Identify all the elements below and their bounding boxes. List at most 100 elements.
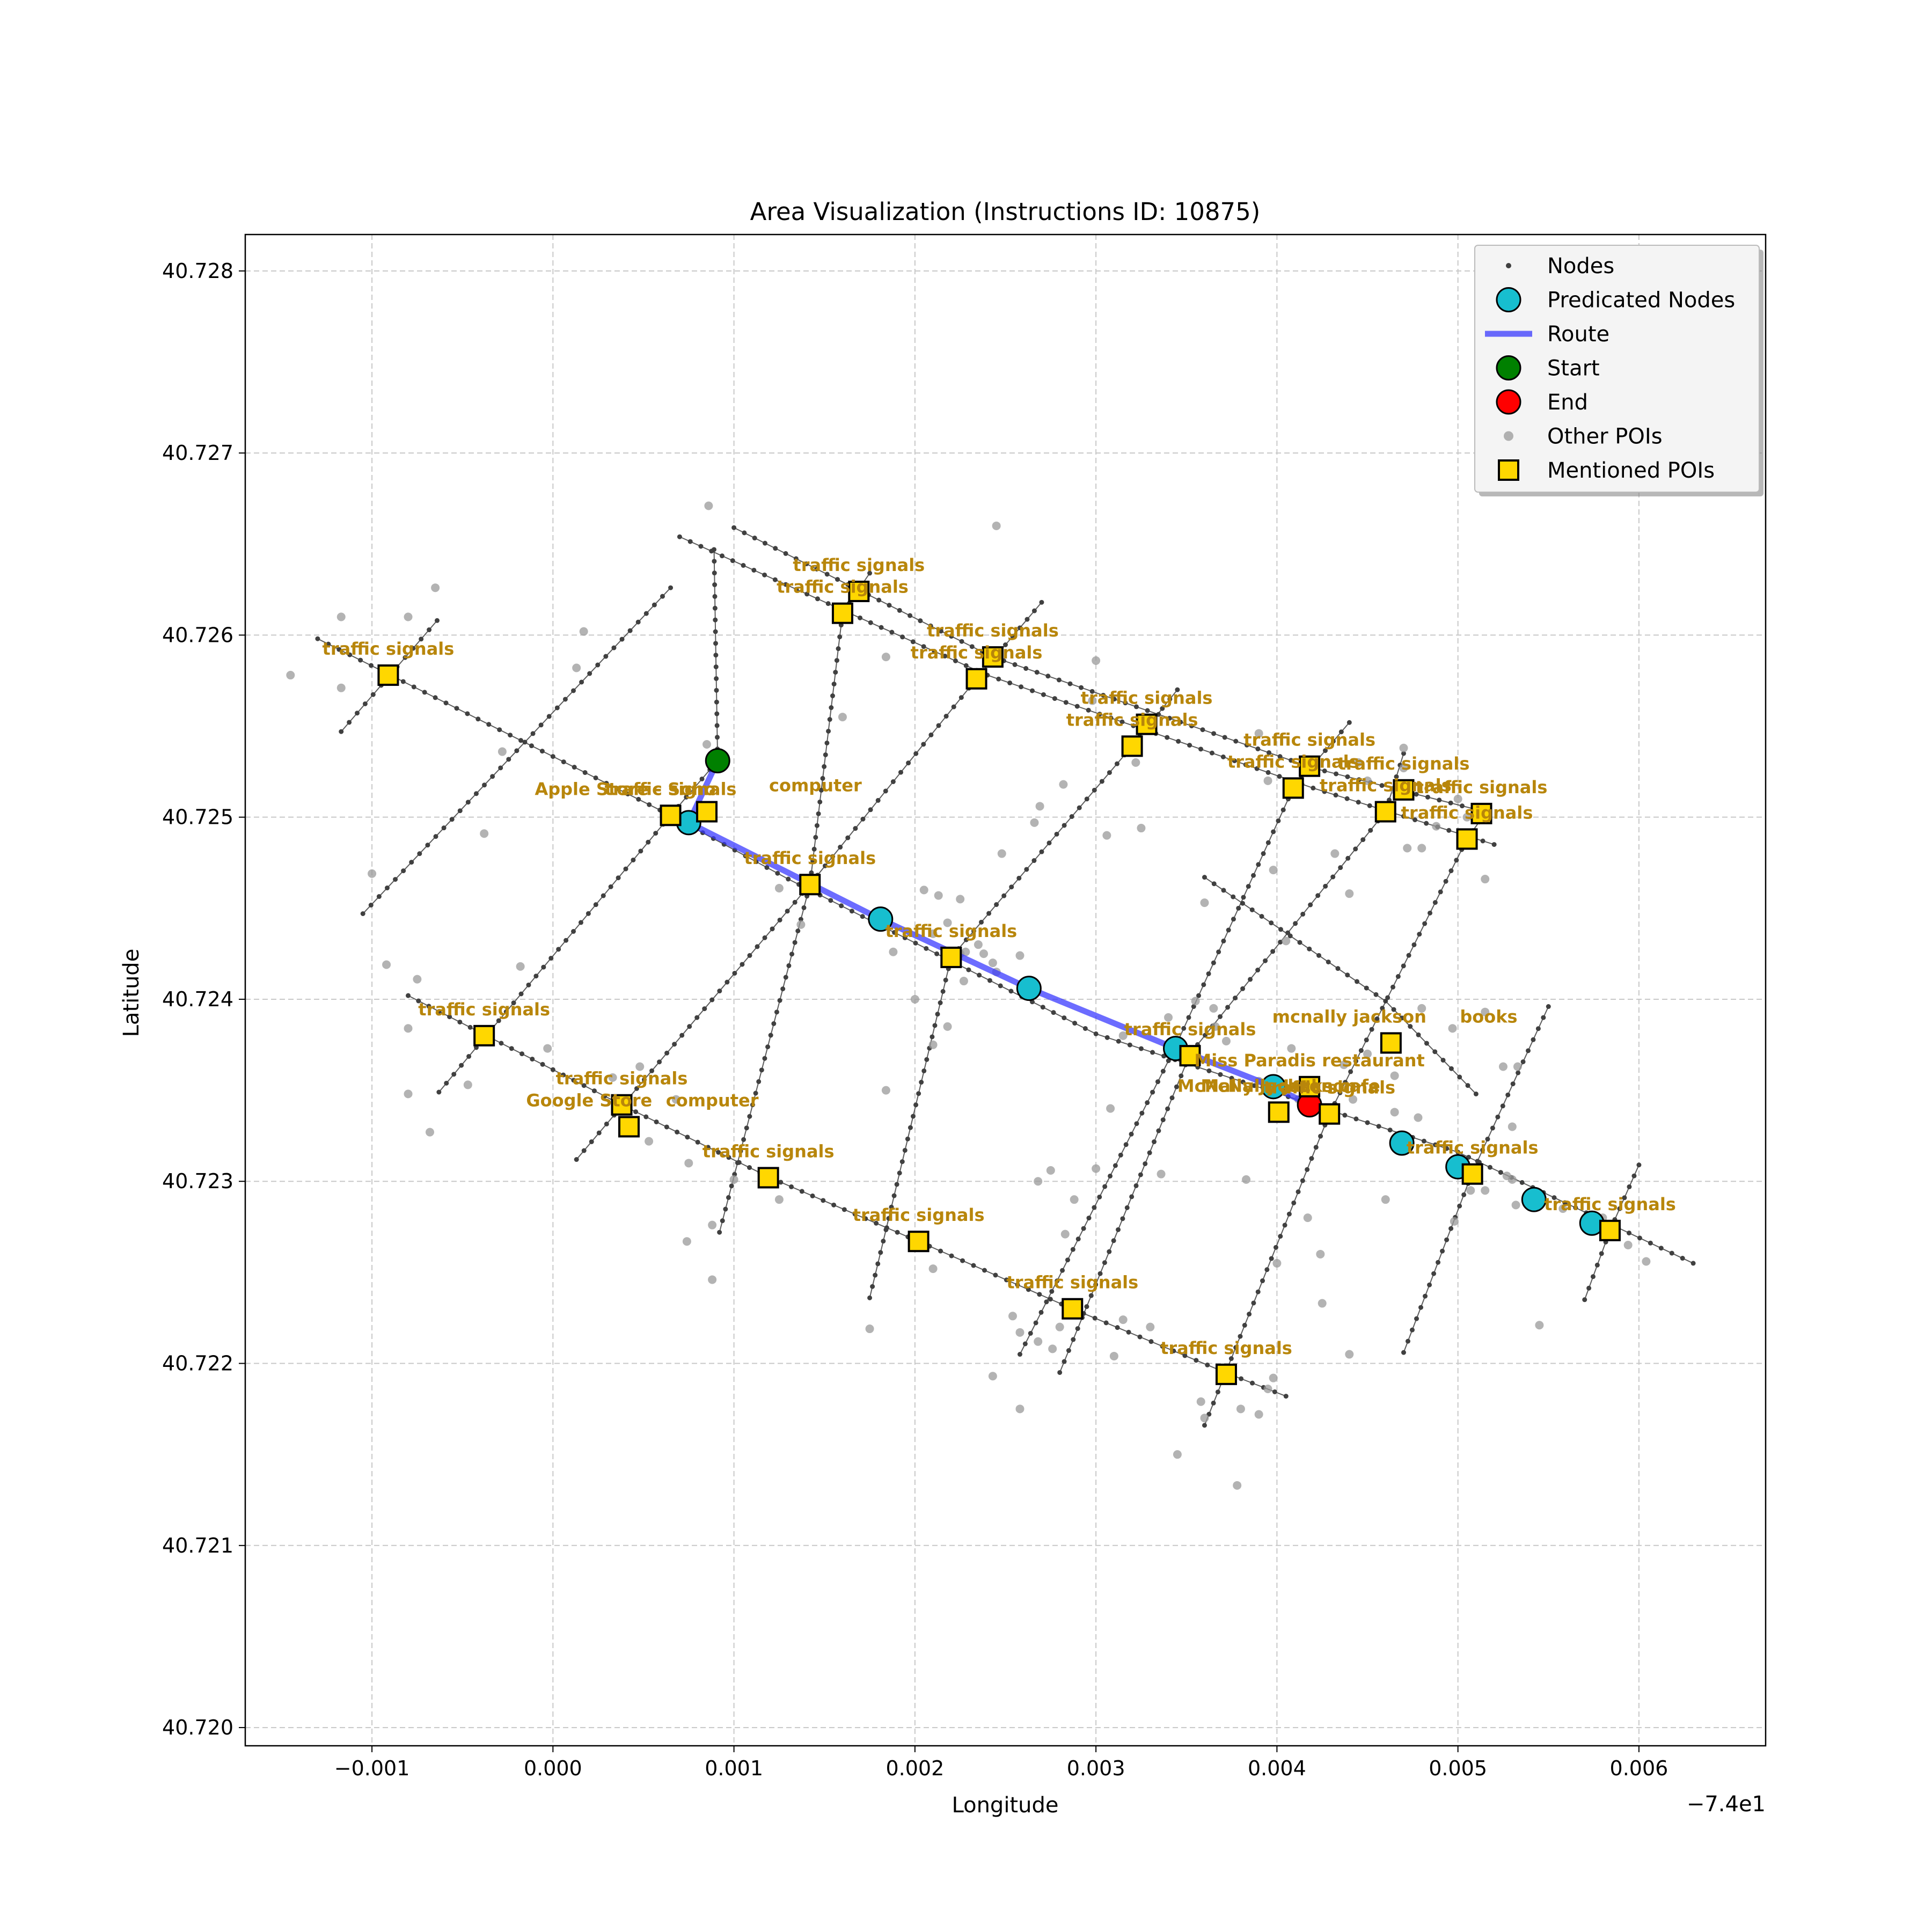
node <box>1414 1316 1419 1321</box>
node <box>647 802 652 807</box>
node <box>1259 914 1264 919</box>
node <box>960 1258 965 1263</box>
node <box>777 998 782 1003</box>
node <box>747 1165 752 1170</box>
node <box>508 733 513 738</box>
node <box>1443 879 1448 884</box>
poi-annotation: traffic signals <box>911 642 1043 663</box>
node <box>729 1183 734 1189</box>
node <box>1330 738 1336 744</box>
node <box>443 700 449 706</box>
x-tick-label: 0.004 <box>1248 1757 1306 1780</box>
node <box>1171 1348 1176 1353</box>
node <box>883 1227 889 1232</box>
node <box>1582 1297 1587 1302</box>
node <box>467 1024 473 1030</box>
node <box>919 1080 924 1085</box>
node <box>1034 670 1040 675</box>
node <box>1265 840 1271 845</box>
node <box>1437 797 1442 803</box>
node <box>1342 1113 1348 1118</box>
node <box>712 547 717 552</box>
other-poi <box>1417 844 1426 853</box>
y-axis: 40.720 40.721 40.722 40.723 40.724 40.725 40.7… <box>162 259 245 1739</box>
node <box>336 647 342 652</box>
node <box>1311 785 1316 791</box>
node <box>792 940 797 945</box>
other-poi <box>1345 1350 1354 1359</box>
node <box>1631 1173 1637 1179</box>
other-poi <box>1462 813 1472 822</box>
node <box>496 1018 501 1023</box>
node <box>1104 1035 1110 1040</box>
node <box>1344 796 1350 801</box>
node <box>1075 1326 1080 1331</box>
other-poi <box>1157 1169 1166 1179</box>
node <box>679 1033 685 1038</box>
other-poi <box>1272 1258 1282 1268</box>
other-poi <box>543 1044 552 1053</box>
node <box>932 649 937 654</box>
node <box>1289 758 1294 763</box>
node <box>713 617 718 623</box>
x-tick-label: −0.001 <box>334 1757 410 1780</box>
node <box>1465 1083 1470 1088</box>
other-poi <box>1403 844 1412 853</box>
node <box>393 877 398 882</box>
legend-label: Predicated Nodes <box>1547 288 1735 313</box>
node <box>466 1053 472 1059</box>
other-poi <box>286 671 295 680</box>
node <box>664 1124 669 1130</box>
node <box>1308 902 1313 908</box>
node <box>1211 1400 1216 1406</box>
node <box>1041 692 1046 697</box>
poi-annotation: McNally Jackson <box>1201 1075 1357 1096</box>
node <box>833 670 838 675</box>
node <box>853 826 858 831</box>
x-axis-offset: −7.4e1 <box>1687 1792 1766 1817</box>
node <box>1345 855 1351 861</box>
other-poi <box>1118 1315 1128 1324</box>
node <box>422 690 427 695</box>
poi-annotation: traffic signals <box>1243 730 1375 750</box>
other-poi <box>671 1095 680 1104</box>
node <box>1421 1138 1426 1144</box>
node <box>723 1206 728 1212</box>
node <box>1330 874 1336 880</box>
node <box>1263 958 1268 963</box>
node <box>581 1083 587 1088</box>
node <box>1114 761 1119 766</box>
node <box>1202 875 1207 880</box>
other-poi <box>404 1024 413 1033</box>
node <box>824 572 830 577</box>
node <box>744 1125 749 1131</box>
node <box>713 641 719 646</box>
node <box>1552 1195 1557 1201</box>
node <box>571 1078 576 1083</box>
node <box>839 903 844 909</box>
node <box>1145 1100 1150 1106</box>
other-poi <box>426 1128 435 1137</box>
node <box>1440 1057 1446 1063</box>
node <box>1322 789 1327 794</box>
node <box>355 711 360 716</box>
poi-annotation: traffic signals <box>777 577 909 597</box>
other-poi <box>1498 1062 1507 1071</box>
node <box>1209 750 1214 756</box>
node <box>1101 692 1106 698</box>
node <box>1056 677 1062 683</box>
node <box>1251 1300 1256 1306</box>
node <box>1116 1227 1121 1232</box>
other-poi <box>1070 1195 1079 1204</box>
node <box>1031 608 1037 613</box>
mentioned-poi <box>1268 1101 1290 1123</box>
node <box>1015 1282 1020 1287</box>
node <box>1460 803 1465 809</box>
node <box>1062 823 1067 828</box>
node <box>921 742 926 747</box>
node <box>1455 1150 1461 1155</box>
poi-annotation: traffic signals <box>1401 802 1533 823</box>
node <box>935 1012 940 1017</box>
node <box>1084 796 1089 802</box>
node <box>1418 1305 1424 1310</box>
